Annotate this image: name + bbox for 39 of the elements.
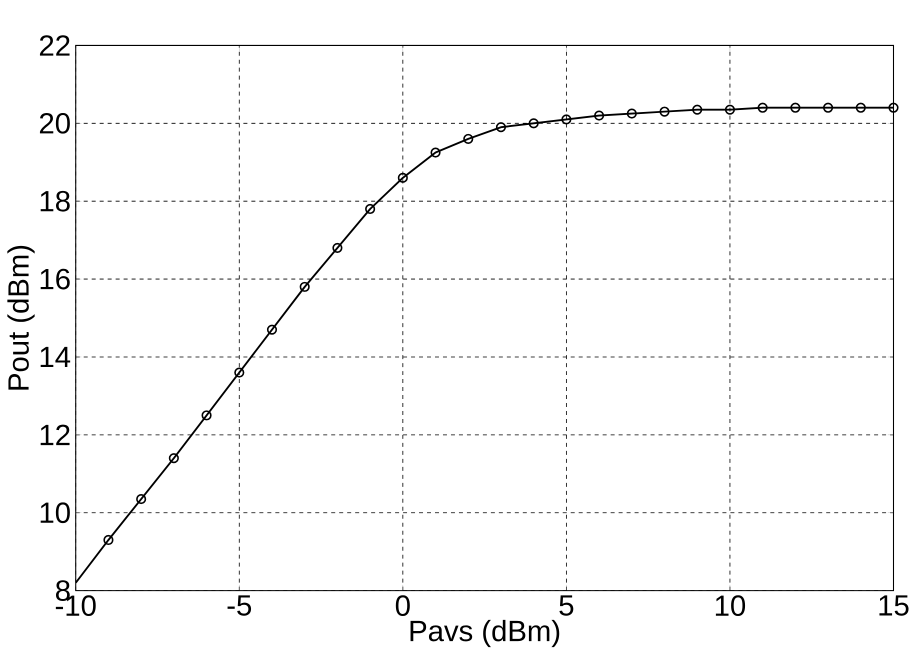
point (790, 102, 800, 113)
point (266, 324, 278, 335)
point (300, 282, 310, 292)
point (136, 494, 146, 504)
point (103, 535, 114, 546)
point (496, 122, 506, 132)
y-tick-label: 10 (40, 502, 70, 524)
point (659, 106, 670, 117)
point (724, 104, 735, 115)
y-tick-label: 18 (40, 191, 70, 212)
y-tick-label: 20 (40, 113, 70, 134)
point (332, 243, 342, 254)
point (398, 172, 408, 184)
point (856, 102, 866, 113)
point (888, 102, 899, 113)
point (692, 104, 702, 115)
y-tick-label: 12 (40, 424, 70, 446)
point (430, 148, 441, 158)
y-axis-title: Pout (dBm) (7, 246, 35, 390)
point (202, 410, 212, 421)
y-tick-label: 22 (40, 35, 70, 56)
point (168, 453, 179, 464)
x-tick-label: 15 (879, 595, 909, 616)
point (758, 102, 768, 113)
point (594, 110, 604, 121)
x-axis-title: Pavs (dBm) (410, 620, 560, 648)
point (463, 134, 474, 144)
point (561, 114, 572, 125)
x-tick-label: 0 (396, 595, 410, 616)
y-tick-label: 16 (40, 268, 70, 290)
x-tick-label: 10 (716, 595, 746, 616)
point (234, 368, 244, 378)
point (823, 102, 834, 113)
x-tick-label: -5 (228, 595, 252, 616)
point (365, 204, 376, 214)
x-tick-label: 5 (559, 595, 574, 616)
y-tick-label: 14 (40, 347, 70, 368)
point (626, 108, 637, 119)
point (528, 118, 539, 129)
